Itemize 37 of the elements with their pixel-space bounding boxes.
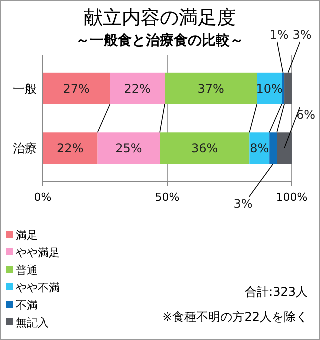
data-label: 27%	[63, 82, 90, 96]
chart-subtitle: ～一般食と治療食の比較～	[76, 32, 244, 49]
bar	[110, 72, 166, 104]
data-label: 25%	[116, 142, 142, 156]
data-label: 10%	[256, 82, 283, 96]
data-label: 3%	[234, 197, 253, 212]
data-label: 22%	[124, 82, 151, 96]
text: 合計:323人	[245, 285, 308, 299]
bar	[284, 72, 292, 104]
legend-label: 不満	[16, 298, 38, 312]
legend-label: 無記入	[16, 316, 49, 330]
x-tick-label: 50%	[155, 191, 180, 204]
bar	[277, 132, 292, 164]
y-tick-label: 治療	[13, 142, 37, 156]
data-label: 36%	[192, 142, 218, 156]
bar	[160, 132, 250, 164]
data-label: 3%	[292, 28, 312, 42]
bar	[270, 132, 278, 164]
data-label: 8%	[250, 142, 270, 156]
chart-title: 献立内容の満足度	[84, 7, 236, 29]
data-label: 6%	[296, 108, 316, 122]
legend-label: 満足	[16, 228, 38, 242]
bar	[165, 72, 258, 104]
bar	[43, 132, 98, 164]
bar	[98, 132, 160, 164]
bar	[282, 72, 285, 104]
x-tick-label: 100%	[276, 191, 308, 204]
legend-label: 普通	[16, 264, 38, 277]
legend-label: やや不満	[16, 281, 60, 294]
legend-label: やや満足	[16, 246, 60, 260]
bar	[43, 72, 110, 104]
x-tick-label: 0%	[34, 191, 52, 204]
data-label: 1%	[270, 28, 289, 42]
data-label: 37%	[198, 82, 224, 96]
y-tick-label: 一般	[13, 82, 37, 96]
data-label: 22%	[57, 142, 84, 156]
text: ※食種不明の方22人を除く	[162, 310, 308, 324]
